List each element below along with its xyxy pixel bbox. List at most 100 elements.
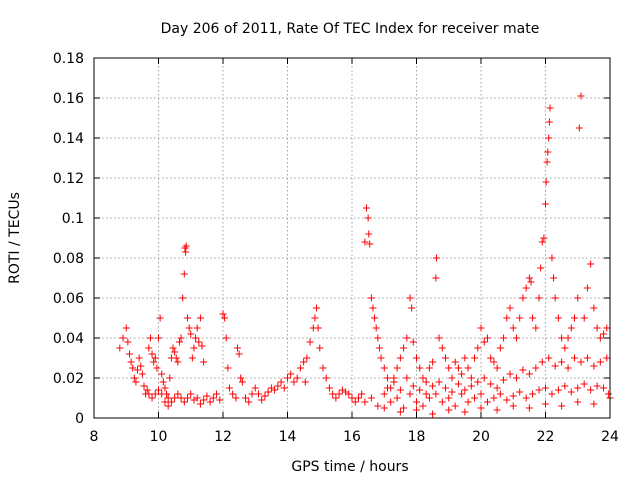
data-point <box>429 358 437 366</box>
data-point <box>451 358 459 366</box>
data-point <box>193 324 201 332</box>
data-point <box>287 370 295 378</box>
data-point <box>425 394 433 402</box>
data-point <box>316 344 324 352</box>
data-point <box>587 386 595 394</box>
data-point <box>532 324 540 332</box>
data-point <box>590 304 598 312</box>
data-point <box>237 374 245 382</box>
data-point <box>406 390 414 398</box>
data-point <box>545 118 553 126</box>
data-point <box>390 378 398 386</box>
data-point <box>422 390 430 398</box>
data-point <box>127 358 135 366</box>
data-point <box>148 350 156 358</box>
y-tick-label: 0.04 <box>53 331 84 347</box>
data-point <box>380 364 388 372</box>
data-point <box>180 270 188 278</box>
data-point <box>180 398 188 406</box>
x-tick-label: 8 <box>90 429 99 445</box>
data-point <box>600 330 608 338</box>
data-point <box>413 398 420 406</box>
data-point <box>351 398 359 406</box>
data-point <box>558 358 566 366</box>
data-point <box>587 260 595 268</box>
data-point <box>159 378 167 386</box>
data-point <box>545 134 553 142</box>
data-point <box>216 396 224 404</box>
data-point <box>503 314 511 322</box>
data-point <box>590 400 598 408</box>
data-point <box>161 384 169 392</box>
data-point <box>442 384 450 392</box>
data-point <box>169 344 177 352</box>
data-point <box>322 374 330 382</box>
data-point <box>516 314 524 322</box>
data-point <box>245 398 253 406</box>
data-point <box>512 374 520 382</box>
data-point <box>284 374 291 382</box>
data-point <box>396 354 404 362</box>
data-point <box>525 274 533 282</box>
data-point <box>540 234 548 242</box>
data-point <box>171 348 179 356</box>
data-point <box>538 358 546 366</box>
data-point <box>143 386 151 394</box>
data-point <box>413 354 420 362</box>
data-point <box>519 294 527 302</box>
data-point <box>425 364 433 372</box>
data-point <box>290 378 298 386</box>
data-point <box>442 354 450 362</box>
data-point <box>408 304 416 312</box>
data-point <box>506 304 514 312</box>
data-point <box>280 384 288 392</box>
data-point <box>483 398 491 406</box>
data-point <box>445 364 453 372</box>
data-point <box>406 294 414 302</box>
data-point <box>400 344 408 352</box>
data-point <box>435 334 443 342</box>
data-point <box>146 334 154 342</box>
data-point <box>477 390 485 398</box>
data-point <box>558 334 566 342</box>
data-point <box>429 410 437 418</box>
data-point <box>422 378 430 386</box>
data-point <box>580 380 588 388</box>
data-point <box>167 398 175 406</box>
data-point <box>358 390 366 398</box>
data-point <box>145 344 153 352</box>
data-point <box>403 374 411 382</box>
data-point <box>535 294 543 302</box>
data-point <box>301 378 309 386</box>
data-point <box>474 378 482 386</box>
data-point <box>516 388 524 396</box>
data-point <box>361 238 369 246</box>
data-point <box>137 362 145 370</box>
data-point <box>522 284 530 292</box>
data-point <box>409 382 417 390</box>
data-point <box>277 378 285 386</box>
data-point <box>554 386 562 394</box>
data-point <box>132 378 140 386</box>
data-point <box>538 238 546 246</box>
data-point <box>480 374 488 382</box>
x-tick-label: 12 <box>214 429 232 445</box>
data-point <box>596 358 604 366</box>
data-point <box>396 408 404 416</box>
data-point <box>564 334 572 342</box>
data-point <box>500 376 508 384</box>
data-point <box>188 354 196 362</box>
data-point <box>179 294 187 302</box>
data-point <box>198 342 206 350</box>
data-point <box>496 344 504 352</box>
data-point <box>564 364 572 372</box>
data-point <box>158 390 166 398</box>
data-point <box>140 382 148 390</box>
data-point <box>200 396 208 404</box>
data-point <box>187 390 195 398</box>
data-point <box>148 394 156 402</box>
data-point <box>461 386 469 394</box>
plot-frame <box>93 57 611 419</box>
x-tick-label: 18 <box>408 429 426 445</box>
data-point <box>348 394 356 402</box>
